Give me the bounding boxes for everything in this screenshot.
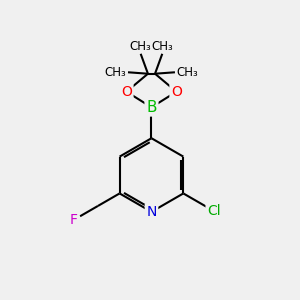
Text: CH₃: CH₃: [105, 66, 127, 79]
Text: N: N: [146, 205, 157, 219]
Text: CH₃: CH₃: [130, 40, 152, 53]
Text: Cl: Cl: [207, 204, 221, 218]
Text: CH₃: CH₃: [176, 66, 198, 79]
Text: O: O: [121, 85, 132, 99]
Text: F: F: [70, 213, 78, 227]
Text: CH₃: CH₃: [152, 40, 173, 53]
Text: B: B: [146, 100, 157, 115]
Text: O: O: [171, 85, 182, 99]
